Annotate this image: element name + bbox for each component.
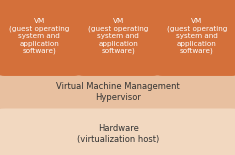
FancyBboxPatch shape bbox=[0, 0, 83, 76]
FancyBboxPatch shape bbox=[74, 0, 162, 76]
FancyBboxPatch shape bbox=[0, 67, 235, 118]
Text: Virtual Machine Management
Hypervisor: Virtual Machine Management Hypervisor bbox=[56, 82, 180, 102]
FancyBboxPatch shape bbox=[0, 108, 235, 155]
Text: Hardware
(virtualization host): Hardware (virtualization host) bbox=[77, 124, 159, 144]
FancyBboxPatch shape bbox=[153, 0, 235, 76]
Text: VM
(guest operating
system and
application
software): VM (guest operating system and applicati… bbox=[9, 18, 70, 54]
Text: VM
(guest operating
system and
application
software): VM (guest operating system and applicati… bbox=[88, 18, 148, 54]
Text: VM
(guest operating
system and
application
software): VM (guest operating system and applicati… bbox=[167, 18, 227, 54]
